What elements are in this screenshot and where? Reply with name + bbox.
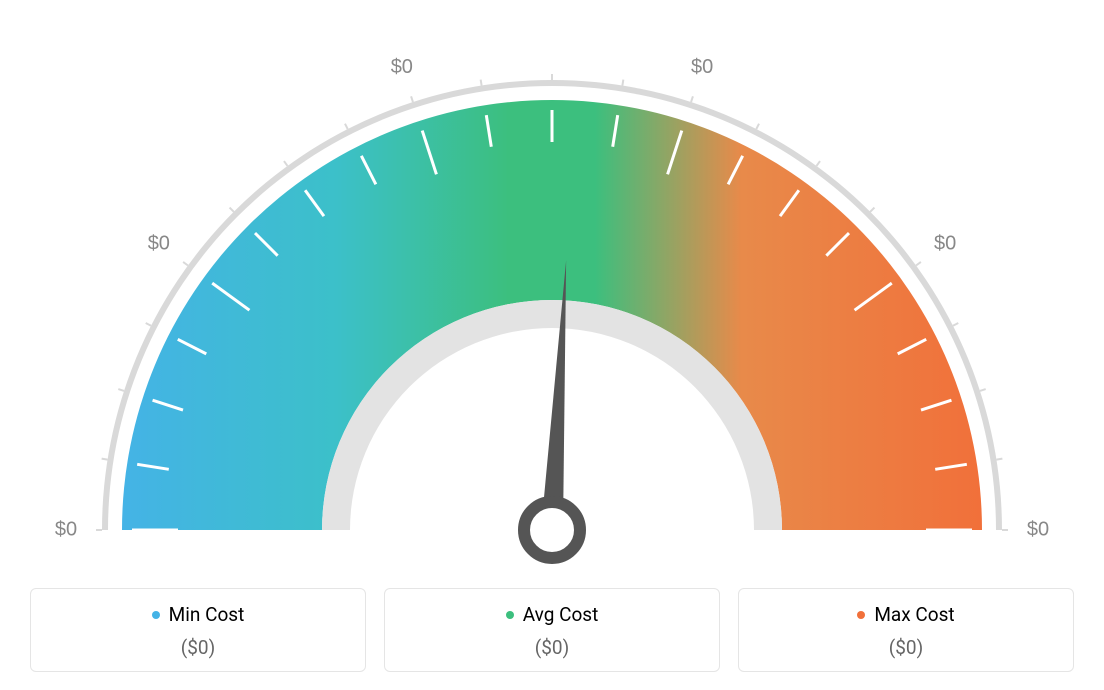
svg-text:$0: $0 bbox=[55, 518, 77, 540]
svg-text:$0: $0 bbox=[391, 56, 413, 78]
legend-row: Min Cost ($0) Avg Cost ($0) Max Cost ($0… bbox=[30, 588, 1074, 672]
legend-label-max: Max Cost bbox=[874, 603, 954, 626]
legend-label-min: Min Cost bbox=[169, 603, 245, 626]
legend-card-max: Max Cost ($0) bbox=[738, 588, 1074, 672]
legend-dot-min bbox=[152, 611, 160, 619]
svg-text:$0: $0 bbox=[148, 233, 170, 255]
legend-dot-avg bbox=[506, 611, 514, 619]
svg-text:$0: $0 bbox=[1027, 518, 1049, 540]
legend-value-min: ($0) bbox=[41, 636, 355, 659]
legend-dot-max bbox=[857, 611, 865, 619]
legend-label-avg: Avg Cost bbox=[523, 603, 599, 626]
legend-card-avg: Avg Cost ($0) bbox=[384, 588, 720, 672]
legend-title-min: Min Cost bbox=[152, 603, 245, 626]
svg-text:$0: $0 bbox=[934, 233, 956, 255]
legend-card-min: Min Cost ($0) bbox=[30, 588, 366, 672]
legend-value-avg: ($0) bbox=[395, 636, 709, 659]
cost-gauge-widget: $0 $0 $0 $0 $0 $0 Min Cost ($0) Avg Cost ($0)… bbox=[0, 0, 1104, 690]
legend-title-max: Max Cost bbox=[857, 603, 954, 626]
gauge-area: $0 $0 $0 $0 $0 $0 bbox=[22, 10, 1082, 570]
legend-title-avg: Avg Cost bbox=[506, 603, 599, 626]
svg-text:$0: $0 bbox=[691, 56, 713, 78]
gauge-chart: $0 $0 $0 $0 $0 $0 bbox=[22, 10, 1082, 570]
legend-value-max: ($0) bbox=[749, 636, 1063, 659]
